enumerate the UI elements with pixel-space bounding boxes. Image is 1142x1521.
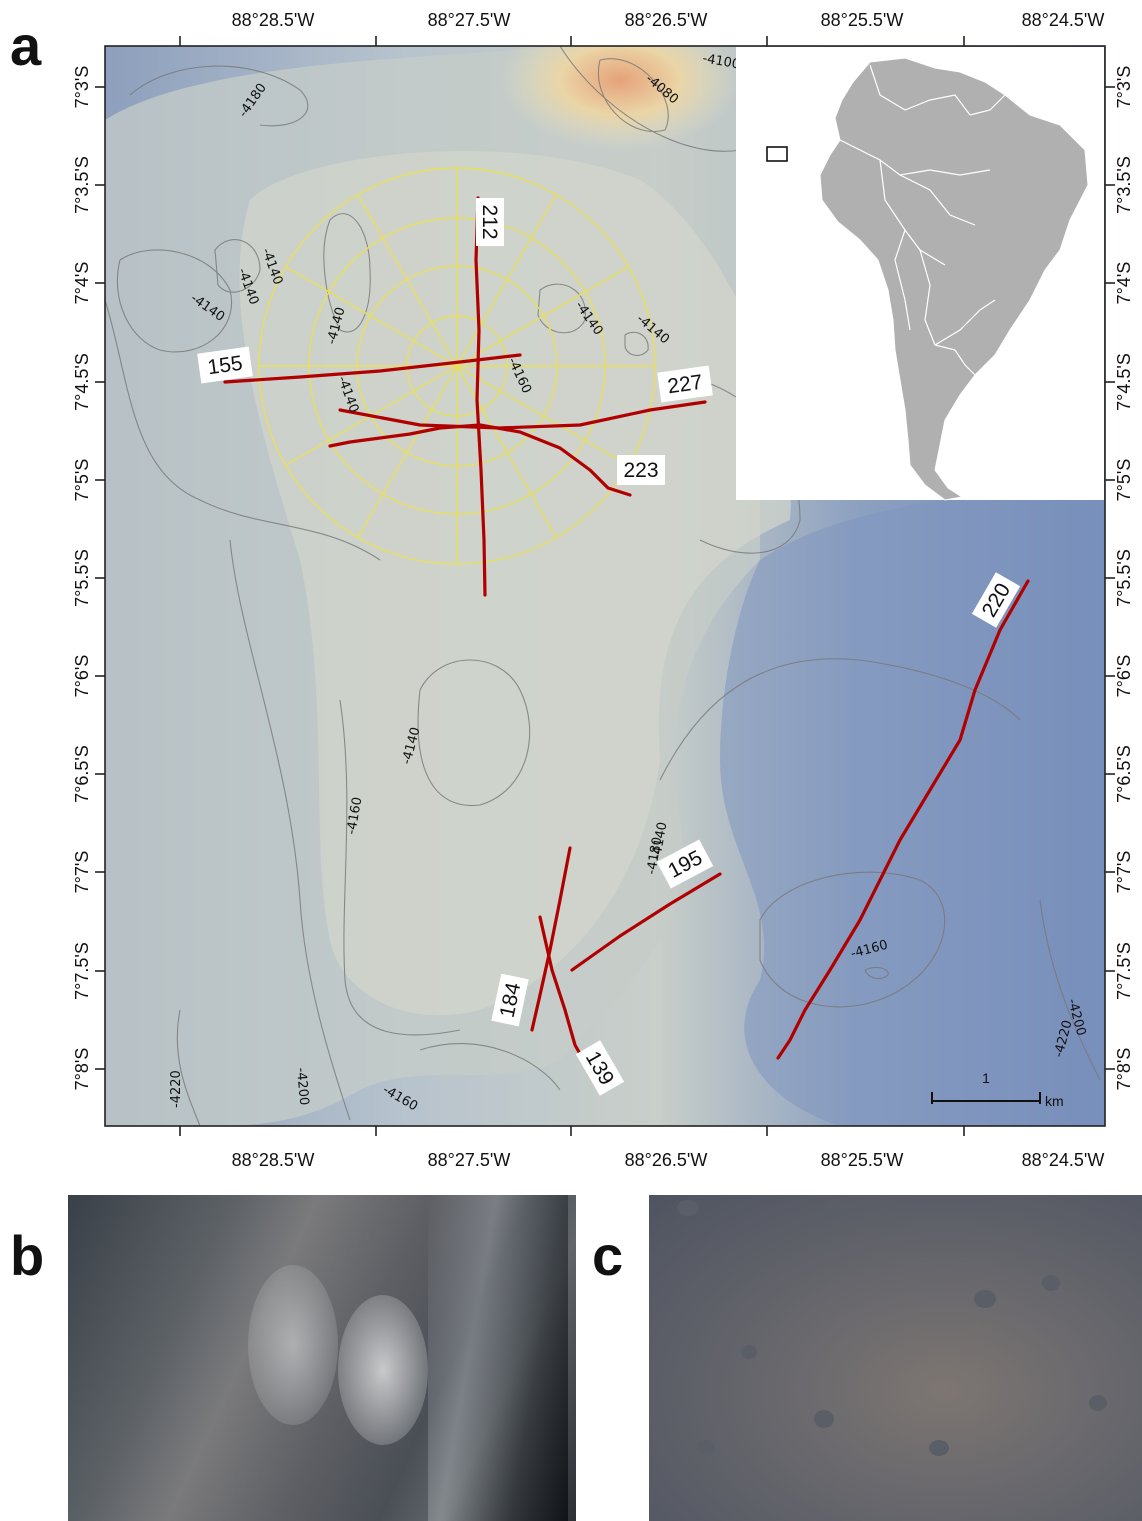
y-tick-right: 7°5'S — [1114, 458, 1134, 502]
y-tick-left: 7°4.5'S — [72, 353, 92, 411]
y-tick-left: 7°7'S — [72, 850, 92, 894]
nodule — [974, 1290, 996, 1308]
radial-grid — [258, 167, 656, 565]
contour-label: -4220 — [169, 1070, 184, 1108]
nodule — [1089, 1395, 1107, 1411]
ridge-shadow — [428, 1195, 568, 1521]
transect-212-line — [474, 196, 487, 597]
transect-label-212: 212 — [478, 204, 501, 239]
seafloor-photo-b — [68, 1195, 576, 1521]
y-tick-right: 7°7.5'S — [1114, 942, 1134, 1000]
y-tick-right: 7°3'S — [1114, 65, 1134, 109]
y-tick-right: 7°8'S — [1114, 1047, 1134, 1091]
transect-label-223: 223 — [623, 459, 658, 482]
nodule — [677, 1200, 699, 1216]
study-area-marker — [766, 146, 788, 162]
sediment-patch — [248, 1265, 338, 1425]
y-tick-right: 7°5.5'S — [1114, 549, 1134, 607]
x-tick-top: 88°27.5'W — [427, 10, 511, 30]
transect-195-line — [570, 872, 722, 972]
transect-155-line — [223, 353, 522, 384]
x-tick-top: 88°25.5'W — [820, 10, 904, 30]
nodule — [697, 1440, 715, 1454]
y-tick-right: 7°4.5'S — [1114, 353, 1134, 411]
scale-bar: 1 km — [931, 1070, 1064, 1109]
contour-label: -4100 — [701, 51, 741, 72]
x-tick-top: 88°28.5'W — [231, 10, 315, 30]
seafloor-photo-c — [649, 1195, 1142, 1521]
panel-label-a: a — [10, 14, 42, 77]
bathymetry-map: -4180 -4100 -4080 -4140 -4140 -4140 -414… — [95, 36, 1115, 1136]
nodule — [824, 1200, 844, 1216]
south-america-inset — [736, 47, 1104, 501]
contour-label: -4140 — [649, 821, 670, 861]
y-tick-right: 7°3.5'S — [1114, 156, 1134, 214]
contour-label: -4200 — [293, 1067, 311, 1106]
y-tick-left: 7°8'S — [72, 1047, 92, 1091]
scale-bar-value: 1 — [982, 1070, 990, 1086]
sediment-patch — [338, 1295, 428, 1445]
scale-bar-unit: km — [1045, 1093, 1064, 1109]
transect-label-155: 155 — [206, 352, 244, 380]
x-tick-bottom: 88°25.5'W — [820, 1150, 904, 1170]
y-tick-left: 7°7.5'S — [72, 942, 92, 1000]
x-tick-bottom: 88°27.5'W — [427, 1150, 511, 1170]
contour-label: -4160 — [344, 796, 365, 836]
transect-184-line — [530, 846, 572, 1032]
y-tick-left: 7°5.5'S — [72, 549, 92, 607]
x-tick-top: 88°24.5'W — [1021, 10, 1105, 30]
y-tick-right: 7°7'S — [1114, 850, 1134, 894]
transect-label-227: 227 — [666, 371, 704, 399]
transect-223-line — [328, 423, 632, 497]
y-tick-right: 7°6'S — [1114, 654, 1134, 698]
nodule — [929, 1440, 949, 1456]
y-tick-left: 7°3'S — [72, 65, 92, 109]
panel-label-c: c — [592, 1224, 624, 1287]
nodule — [814, 1410, 834, 1428]
x-tick-top: 88°26.5'W — [624, 10, 708, 30]
y-tick-left: 7°6.5'S — [72, 745, 92, 803]
nodule — [1042, 1275, 1060, 1291]
transect-220-line — [776, 579, 1030, 1060]
transect-227-line — [338, 400, 707, 430]
x-tick-bottom: 88°24.5'W — [1021, 1150, 1105, 1170]
south-america-landmass — [819, 57, 1089, 501]
y-tick-left: 7°3.5'S — [72, 156, 92, 214]
panel-label-b: b — [10, 1224, 45, 1287]
y-tick-right: 7°4'S — [1114, 261, 1134, 305]
nodule — [741, 1345, 757, 1359]
x-tick-bottom: 88°26.5'W — [624, 1150, 708, 1170]
y-tick-left: 7°4'S — [72, 261, 92, 305]
y-tick-left: 7°6'S — [72, 654, 92, 698]
x-tick-bottom: 88°28.5'W — [231, 1150, 315, 1170]
y-tick-left: 7°5'S — [72, 458, 92, 502]
y-tick-right: 7°6.5'S — [1114, 745, 1134, 803]
